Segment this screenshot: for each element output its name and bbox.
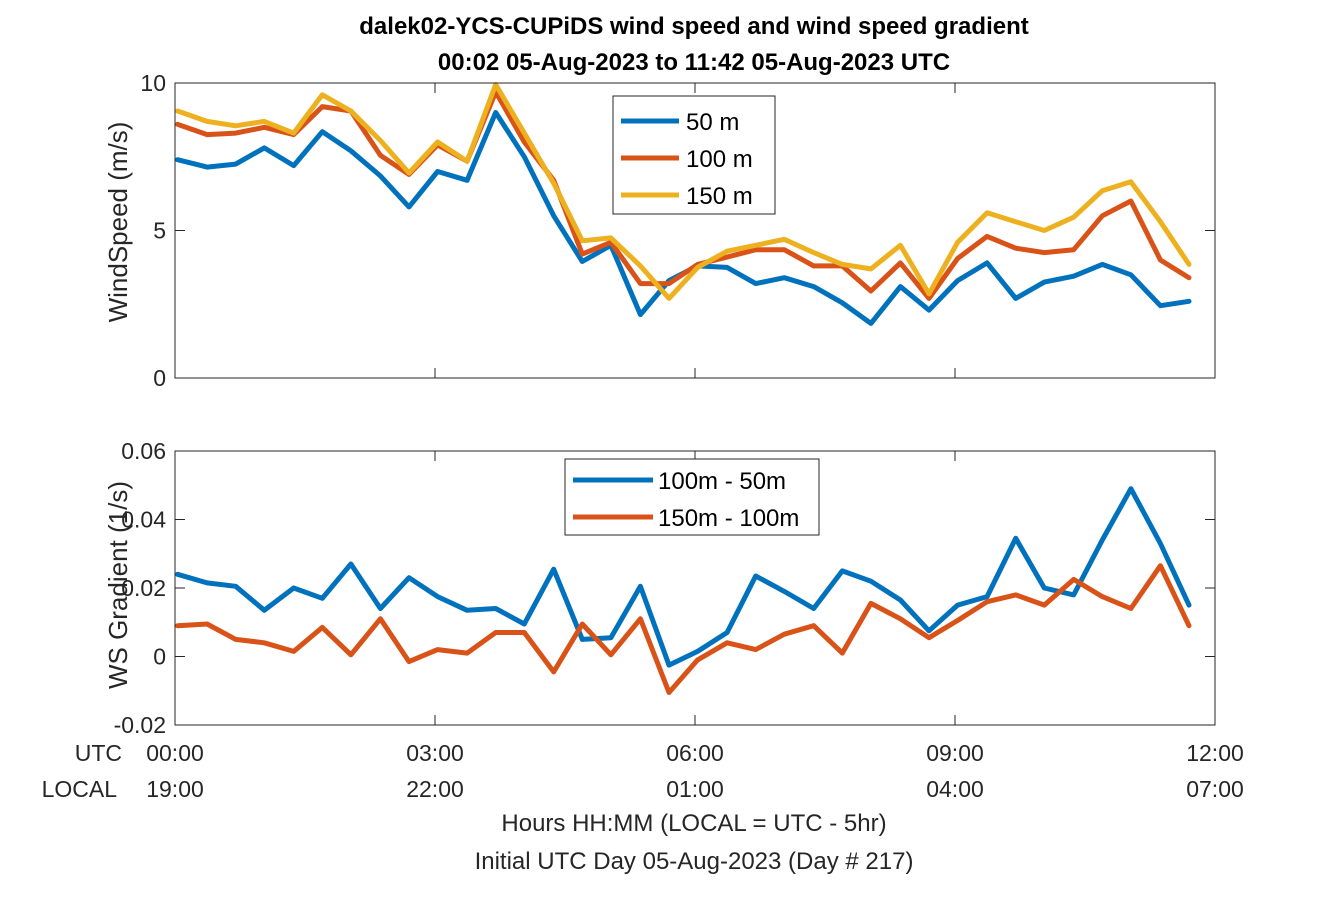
y-tick-label: 0.02 <box>121 575 166 601</box>
x-tick-label-utc: 12:00 <box>1186 740 1244 766</box>
y-tick-label: 0 <box>153 644 166 670</box>
x-tick-label-local: 01:00 <box>666 776 724 802</box>
legend-2: 100m - 50m 150m - 100m <box>564 458 820 536</box>
x-tick-label-utc: 09:00 <box>926 740 984 766</box>
y-tick-label: 5 <box>153 218 166 244</box>
legend-label: 100 m <box>686 146 753 173</box>
y-tick-label: 10 <box>140 70 166 96</box>
x-tick-label-utc: 03:00 <box>406 740 464 766</box>
x-axis-label-line1: Hours HH:MM (LOCAL = UTC - 5hr) <box>501 810 886 837</box>
utc-row-label: UTC <box>75 740 122 766</box>
y-tick-label: -0.02 <box>114 712 166 738</box>
x-tick-label-utc: 06:00 <box>666 740 724 766</box>
series-line-2-2 <box>175 563 1192 695</box>
x-axis-label-line2: Initial UTC Day 05-Aug-2023 (Day # 217) <box>475 848 914 875</box>
x-tick-label-local: 22:00 <box>406 776 464 802</box>
subplot-1: 0 5 10 WindSpeed (m/s) 50 m 100 m 150 m <box>103 70 1216 391</box>
series-line-1-3 <box>175 82 1192 301</box>
legend-box <box>564 458 820 536</box>
x-tick-label-utc: 00:00 <box>146 740 204 766</box>
legend-label: 100m - 50m <box>658 468 786 495</box>
chart-title-line2: 00:02 05-Aug-2023 to 11:42 05-Aug-2023 U… <box>438 49 950 76</box>
chart-title-line1: dalek02-YCS-CUPiDS wind speed and wind s… <box>359 13 1028 40</box>
x-tick-label-local: 07:00 <box>1186 776 1244 802</box>
y-tick-label: 0.04 <box>121 507 166 533</box>
y-tick-label: 0 <box>153 365 166 391</box>
legend-label: 50 m <box>686 109 739 136</box>
y-axis-label-1: WindSpeed (m/s) <box>103 122 133 323</box>
y-tick-label: 0.06 <box>121 438 166 464</box>
legend-1: 50 m 100 m 150 m <box>612 95 776 215</box>
x-tick-label-local: 19:00 <box>146 776 204 802</box>
legend-label: 150m - 100m <box>658 505 799 532</box>
series-line-2-1 <box>175 486 1192 668</box>
x-tick-label-local: 04:00 <box>926 776 984 802</box>
local-row-label: LOCAL <box>42 776 118 802</box>
legend-label: 150 m <box>686 183 753 210</box>
subplot-2: -0.02 0 0.02 0.04 0.06 00:00 19:00 03:00 22:00 06… <box>103 438 1244 802</box>
y-axis-label-2: WS Gradient (1/s) <box>103 481 133 689</box>
